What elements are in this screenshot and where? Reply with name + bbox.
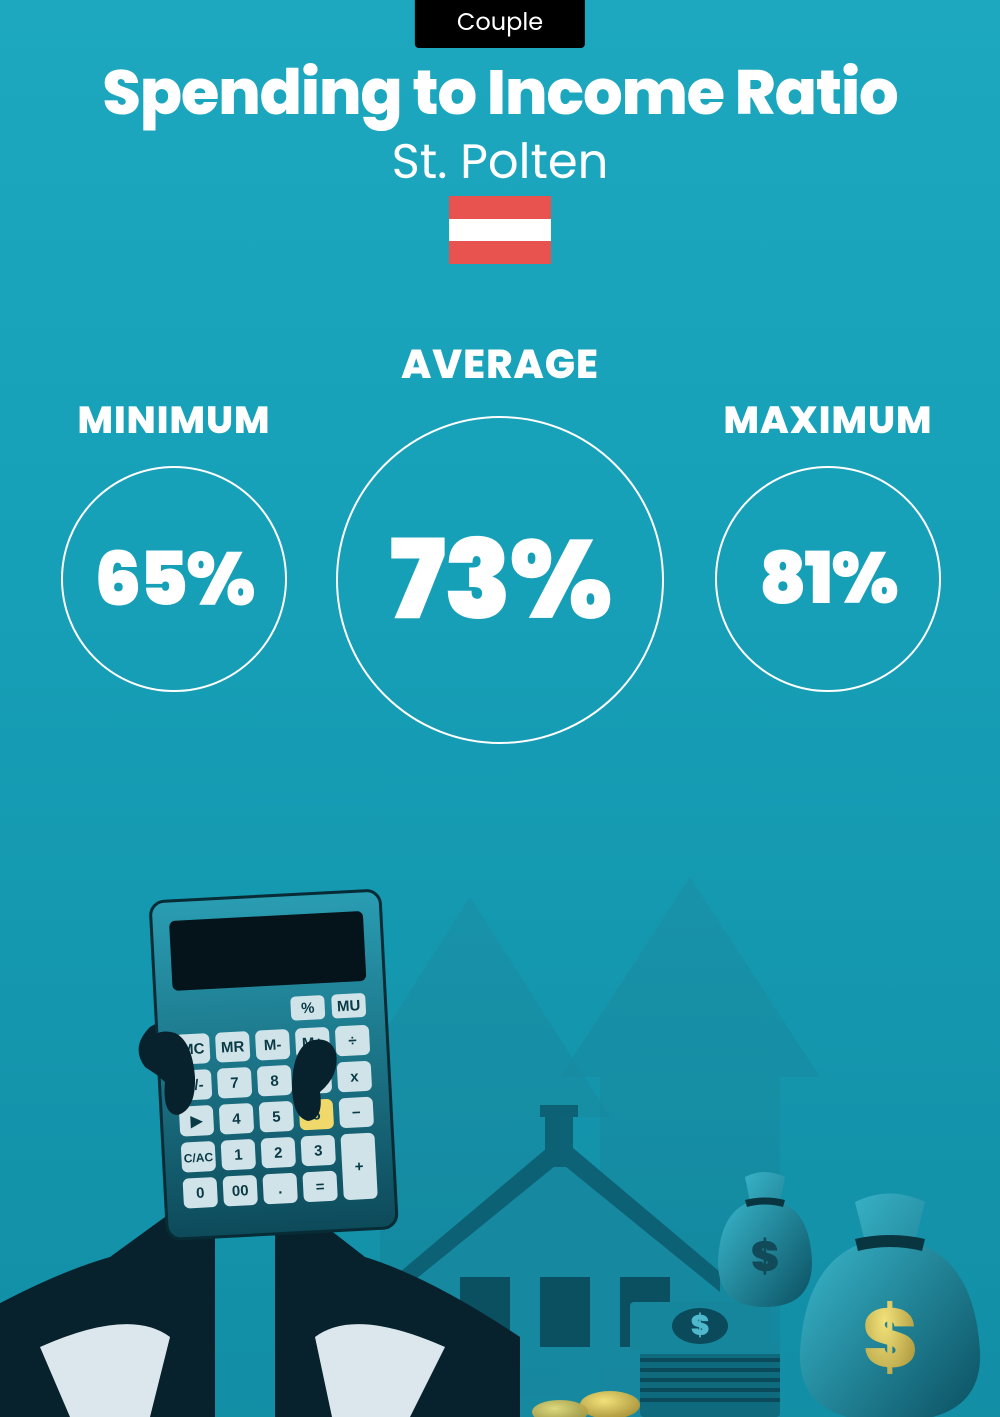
svg-text:4: 4 [232, 1111, 242, 1128]
stat-max-value: 81% [759, 525, 897, 633]
svg-text:▶: ▶ [189, 1112, 204, 1130]
svg-text:=: = [315, 1178, 325, 1195]
city-name: St. Polten [0, 126, 1000, 198]
svg-text:3: 3 [314, 1142, 323, 1159]
svg-text:5: 5 [272, 1108, 281, 1125]
svg-text:$: $ [863, 1281, 918, 1396]
flag-icon [449, 196, 551, 264]
stat-avg-value: 73% [389, 497, 610, 663]
stat-min-value: 65% [94, 524, 253, 635]
stat-max-label: MAXIMUM [703, 392, 953, 449]
svg-text:.: . [278, 1180, 283, 1197]
svg-text:0: 0 [196, 1185, 205, 1202]
stat-min-circle: 65% [61, 466, 287, 692]
svg-text:MU: MU [337, 997, 361, 1015]
svg-text:+/-: +/- [185, 1076, 204, 1094]
svg-text:MC: MC [181, 1040, 205, 1058]
stat-max-circle: 81% [715, 466, 941, 692]
svg-text:7: 7 [230, 1075, 239, 1092]
svg-text:M-: M- [263, 1036, 281, 1054]
svg-text:$: $ [751, 1227, 779, 1286]
illustration: $ $ $ % MU MC [0, 717, 1000, 1417]
svg-text:8: 8 [270, 1073, 279, 1090]
svg-text:−: − [352, 1104, 362, 1121]
stat-min-label: MINIMUM [49, 392, 299, 449]
svg-text:%: % [301, 1000, 315, 1018]
svg-text:$: $ [691, 1306, 710, 1345]
stat-avg-label: AVERAGE [336, 334, 664, 394]
category-badge: Couple [415, 0, 585, 48]
svg-text:MR: MR [221, 1038, 245, 1056]
svg-text:9: 9 [310, 1070, 319, 1087]
svg-text:6: 6 [312, 1106, 321, 1123]
svg-text:C/AC: C/AC [183, 1150, 213, 1166]
svg-text:1: 1 [234, 1147, 243, 1164]
stat-avg-circle: 73% [336, 416, 664, 744]
svg-text:00: 00 [231, 1182, 249, 1200]
svg-text:M+: M+ [302, 1034, 324, 1052]
svg-text:÷: ÷ [348, 1032, 357, 1049]
svg-text:x: x [350, 1068, 360, 1085]
stats-row: MINIMUM 65% AVERAGE 73% MAXIMUM 81% [0, 326, 1000, 746]
svg-text:+: + [354, 1158, 364, 1175]
svg-text:2: 2 [274, 1144, 283, 1161]
